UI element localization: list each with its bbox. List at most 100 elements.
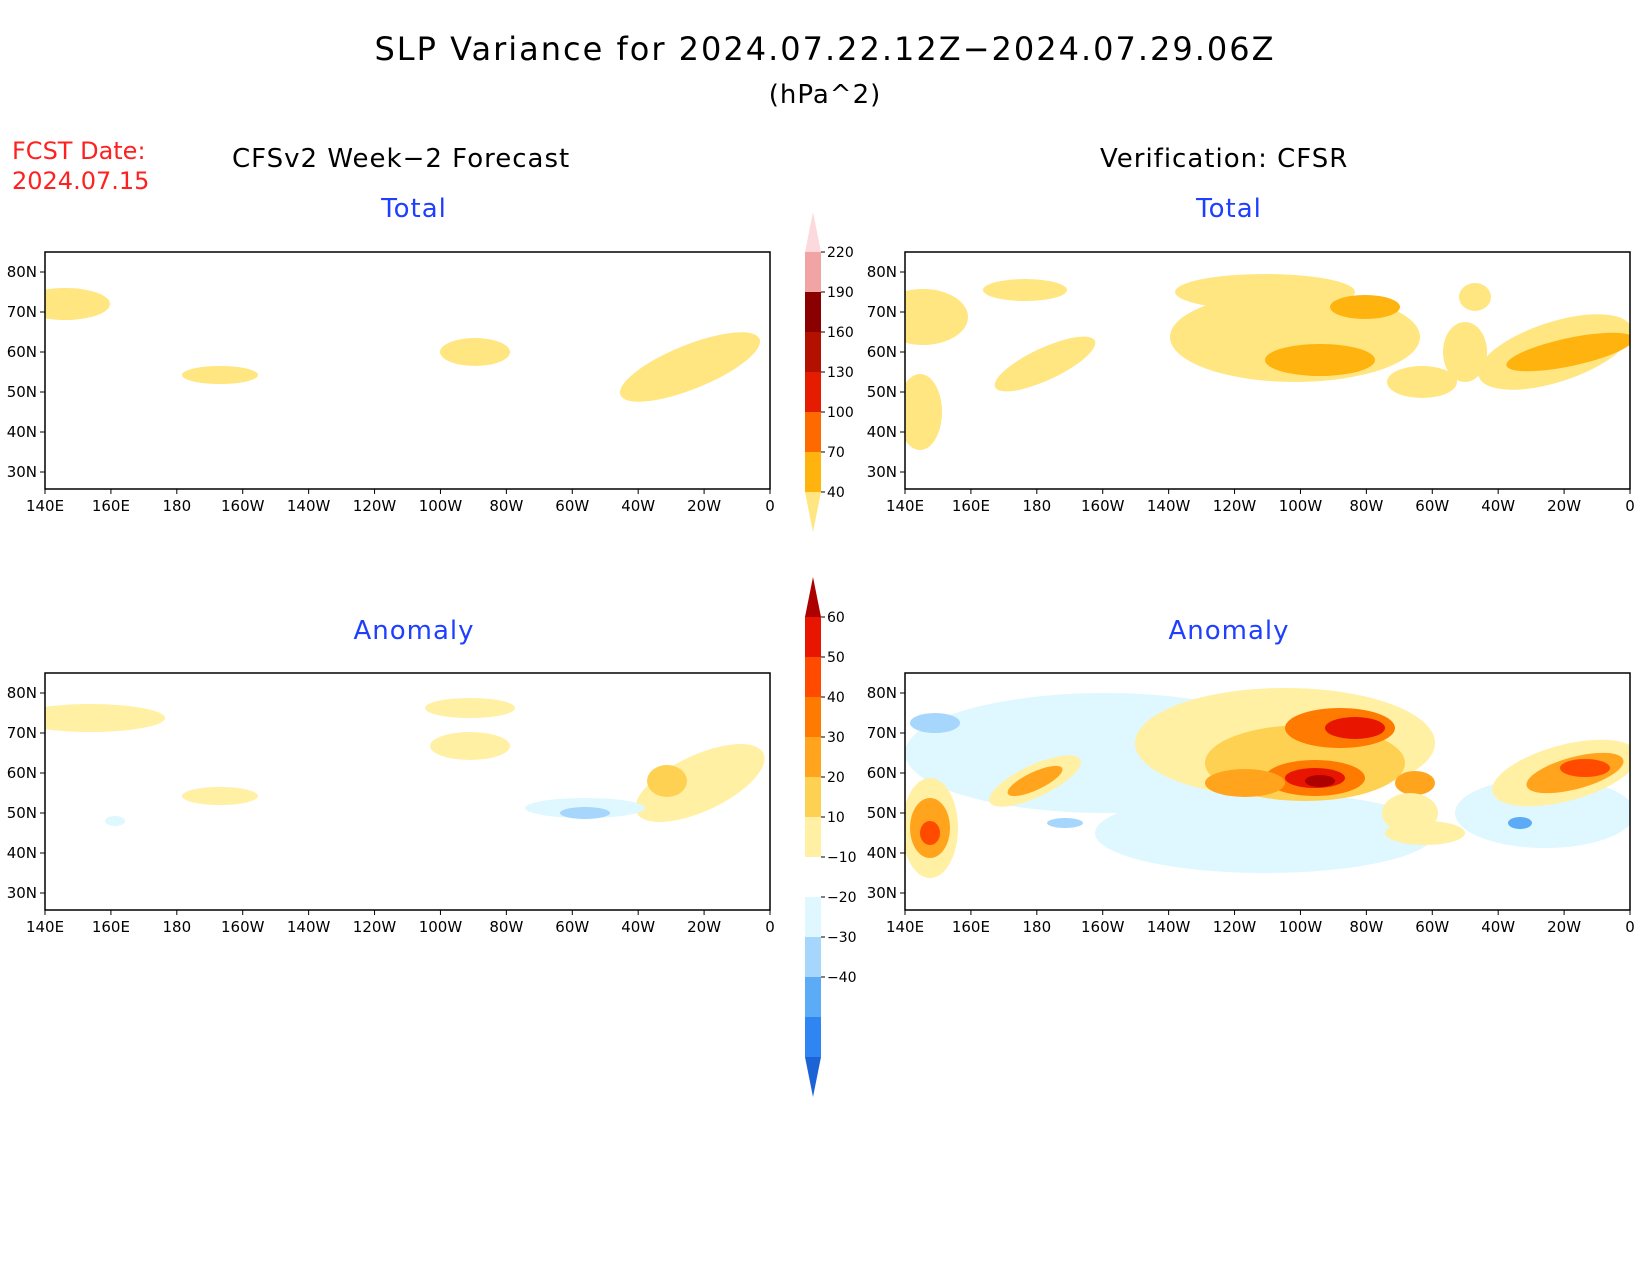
shaded-region <box>1508 817 1532 829</box>
colorbar-swatch <box>805 577 821 617</box>
shaded-region <box>1330 295 1400 319</box>
colorbar-swatch <box>805 1057 821 1097</box>
shaded-region <box>1385 821 1465 845</box>
colorbar-label: −40 <box>827 970 857 986</box>
lat-tick-label: 40N <box>867 423 897 441</box>
colorbar-swatch <box>805 452 821 492</box>
lon-tick-label: 140W <box>287 497 331 515</box>
lon-tick-label: 100W <box>1279 497 1323 515</box>
lon-tick-label: 40W <box>1481 497 1515 515</box>
lat-tick-label: 30N <box>867 463 897 481</box>
lon-tick-label: 160E <box>92 918 130 936</box>
lat-tick-label: 60N <box>7 343 37 361</box>
shaded-region <box>1265 344 1375 376</box>
verification-column-heading: Verification: CFSR <box>1100 144 1349 174</box>
lon-tick-label: 20W <box>687 918 721 936</box>
shaded-region <box>440 338 510 366</box>
panel-title-anomaly-forecast: Anomaly <box>353 616 475 646</box>
lat-tick-label: 50N <box>7 383 37 401</box>
colorbar-swatch <box>805 817 821 857</box>
lon-tick-label: 140W <box>287 918 331 936</box>
shaded-region <box>905 289 968 345</box>
shaded-region <box>430 732 510 760</box>
map-panel-anomaly-forecast <box>44 672 771 911</box>
colorbar-swatch <box>805 372 821 412</box>
colorbar-label: −30 <box>827 930 857 946</box>
lon-tick-label: 140W <box>1147 497 1191 515</box>
lon-tick-label: 100W <box>419 497 463 515</box>
shaded-region <box>1506 332 1630 372</box>
lon-tick-label: 80W <box>489 918 523 936</box>
colorbar-label: 40 <box>827 690 845 706</box>
shaded-region <box>1007 765 1063 797</box>
colorbar-label: −10 <box>827 850 857 866</box>
lon-tick-label: 120W <box>1213 918 1257 936</box>
map-panel-total-forecast <box>44 251 771 490</box>
shaded-region <box>425 698 515 718</box>
lon-tick-label: 40W <box>621 918 655 936</box>
lon-tick-label: 0 <box>1625 497 1635 515</box>
lat-tick-label: 40N <box>7 844 37 862</box>
colorbar-swatch <box>805 977 821 1017</box>
lat-tick-label: 70N <box>867 724 897 742</box>
shaded-region <box>182 787 258 805</box>
lat-tick-label: 30N <box>7 463 37 481</box>
lon-tick-label: 140E <box>886 497 924 515</box>
colorbar-swatch <box>805 857 821 897</box>
shaded-region <box>619 332 761 402</box>
map-panel-total-verification <box>904 251 1631 490</box>
lon-tick-label: 20W <box>687 497 721 515</box>
lon-tick-label: 180 <box>1022 497 1051 515</box>
lat-tick-label: 60N <box>867 764 897 782</box>
colorbar-label: 160 <box>827 325 854 341</box>
shaded-region <box>983 279 1067 301</box>
colorbar-swatch <box>805 212 821 252</box>
colorbar-label: 20 <box>827 770 845 786</box>
shaded-region <box>1047 818 1083 828</box>
lon-tick-label: 140W <box>1147 918 1191 936</box>
panel-title-total-verification: Total <box>1196 194 1262 224</box>
panel-title-total-forecast: Total <box>381 194 447 224</box>
colorbar-label: 130 <box>827 365 854 381</box>
colorbar-swatch <box>805 492 821 532</box>
total-colorbar: 220 190 160 130 100 70 40 <box>805 212 854 532</box>
lat-tick-label: 60N <box>7 764 37 782</box>
lon-tick-label: 160W <box>221 918 265 936</box>
colorbar-label: 190 <box>827 285 854 301</box>
lon-tick-label: 40W <box>621 497 655 515</box>
lat-tick-label: 70N <box>867 303 897 321</box>
colorbar-label: 50 <box>827 650 845 666</box>
colorbar-swatch <box>805 292 821 332</box>
lon-tick-label: 0 <box>1625 918 1635 936</box>
chart-units: (hPa^2) <box>768 80 882 110</box>
colorbar-swatch <box>805 1017 821 1057</box>
shaded-region <box>905 374 942 450</box>
shaded-region <box>920 821 940 845</box>
panel-title-anomaly-verification: Anomaly <box>1168 616 1290 646</box>
shaded-region <box>994 336 1096 392</box>
lon-tick-label: 160E <box>952 918 990 936</box>
lat-tick-label: 30N <box>7 884 37 902</box>
lon-tick-label: 120W <box>1213 497 1257 515</box>
lon-tick-label: 60W <box>1415 497 1449 515</box>
shaded-region <box>647 765 687 797</box>
lat-tick-label: 50N <box>867 383 897 401</box>
lon-tick-label: 60W <box>555 497 589 515</box>
forecast-date-label: FCST Date: <box>12 137 146 165</box>
colorbar-swatch <box>805 897 821 937</box>
lon-tick-label: 160W <box>1081 497 1125 515</box>
forecast-column-heading: CFSv2 Week−2 Forecast <box>232 144 571 174</box>
shaded-region <box>45 704 165 732</box>
lon-tick-label: 160W <box>1081 918 1125 936</box>
shaded-region <box>1305 775 1335 787</box>
shaded-region <box>105 816 125 826</box>
shaded-region <box>910 713 960 733</box>
lon-tick-label: 80W <box>489 497 523 515</box>
lon-tick-label: 0 <box>765 918 775 936</box>
colorbar-swatch <box>805 332 821 372</box>
colorbar-label: 40 <box>827 485 845 501</box>
lon-tick-label: 180 <box>162 918 191 936</box>
colorbar-swatch <box>805 617 821 657</box>
lat-tick-label: 60N <box>867 343 897 361</box>
lat-tick-label: 70N <box>7 724 37 742</box>
